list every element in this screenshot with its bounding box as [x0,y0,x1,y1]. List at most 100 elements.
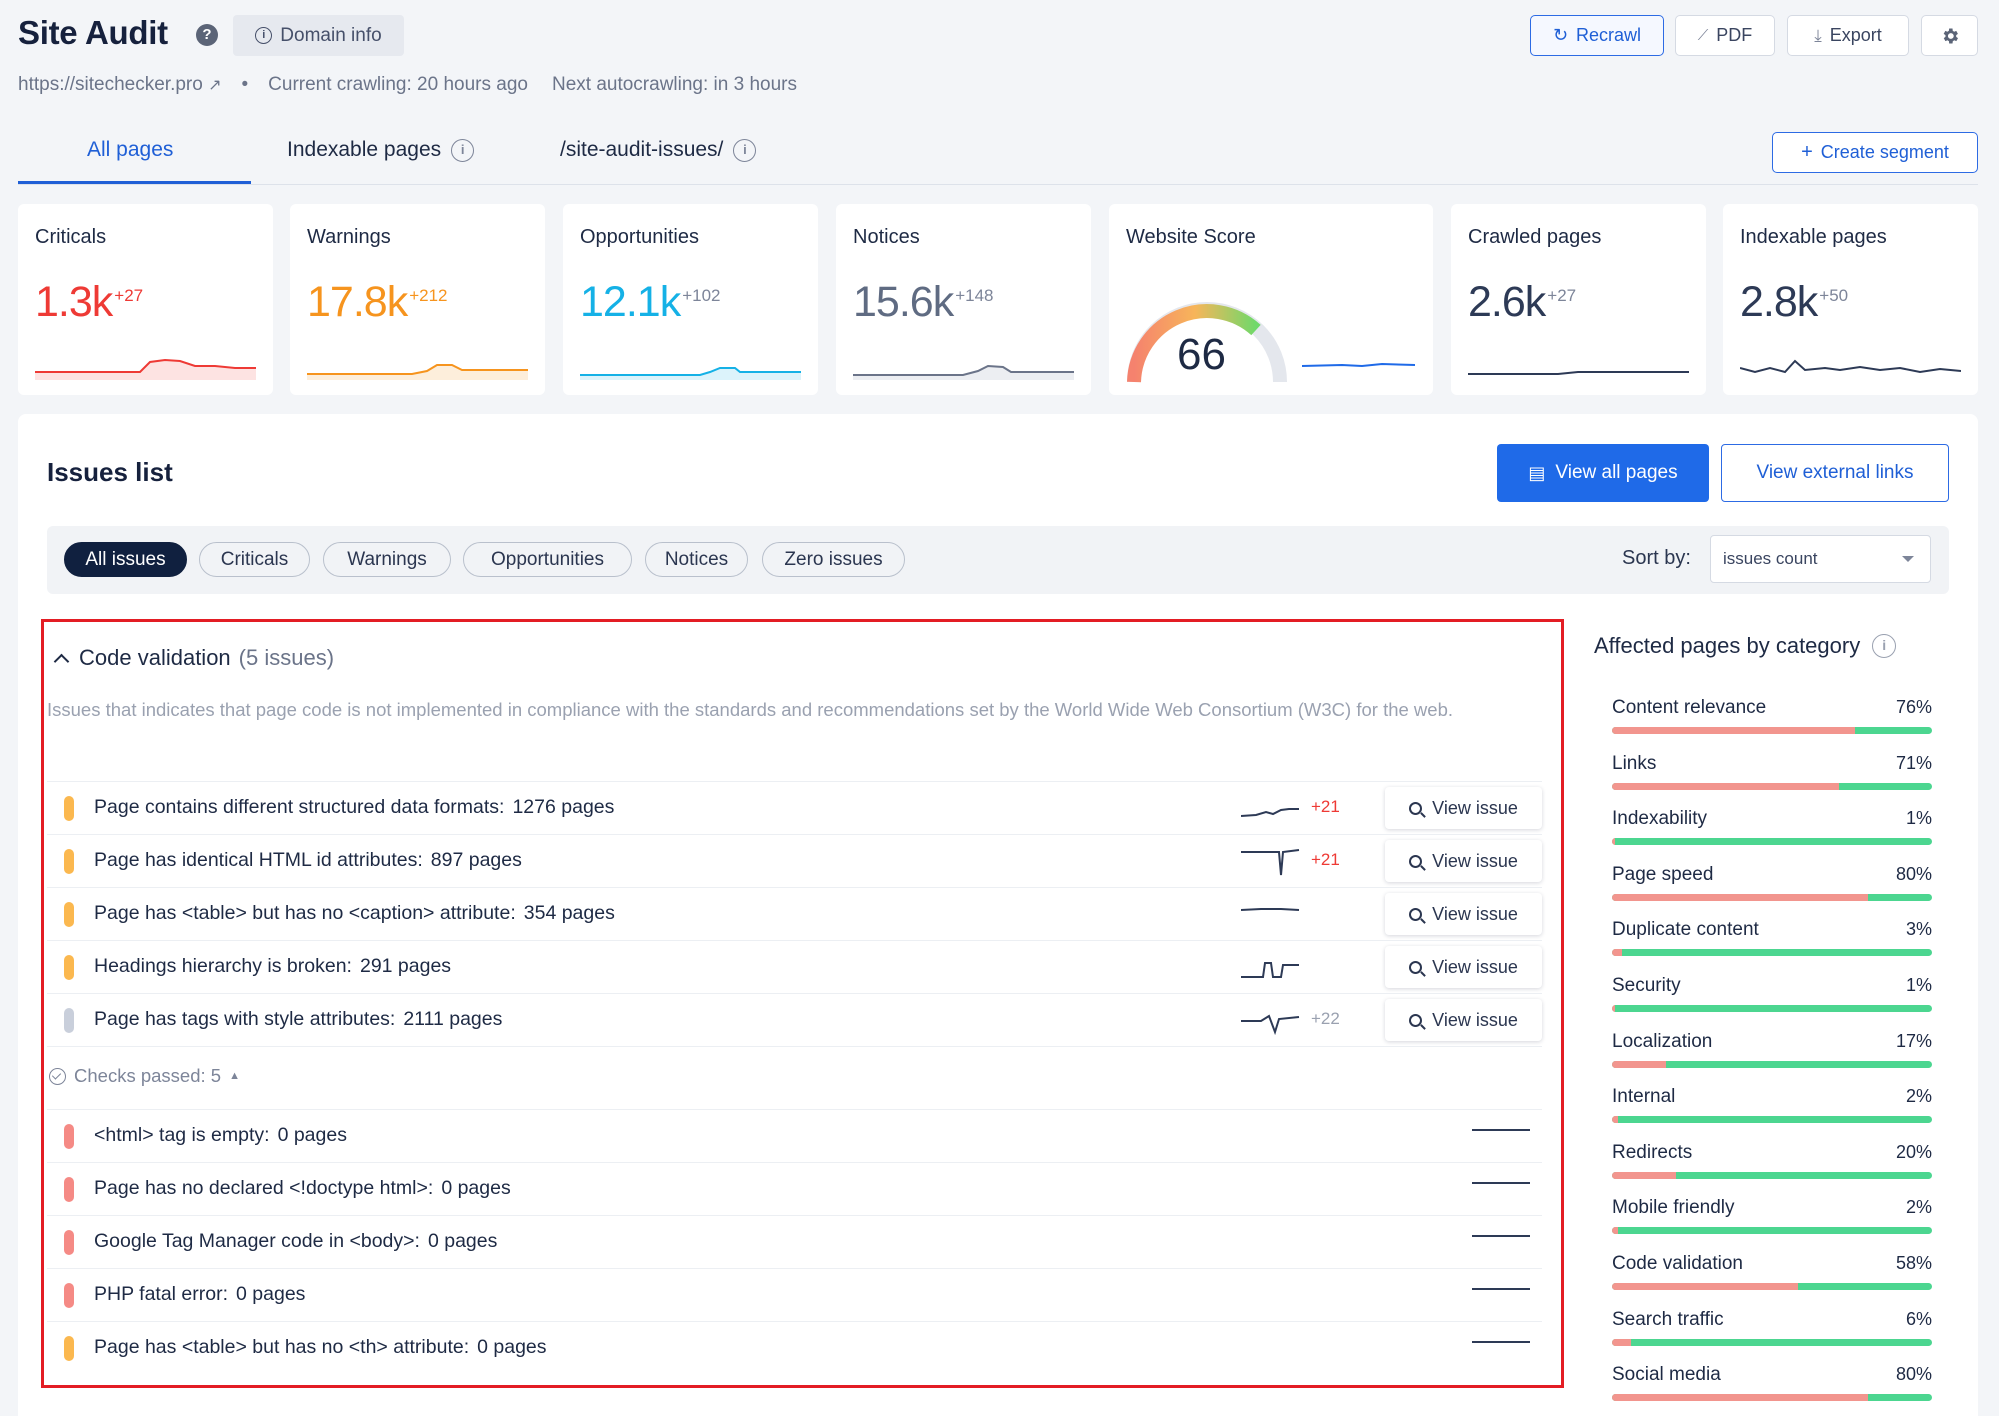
pdf-button[interactable]: ⟋ PDF [1675,15,1775,56]
stat-card-opportunities[interactable]: Opportunities 12.1k +102 [563,204,818,395]
severity-indicator [64,955,74,980]
category-row[interactable]: Localization 17% [1612,1031,1932,1081]
stat-label: Website Score [1126,226,1256,248]
category-bar-fill [1612,949,1622,957]
stat-value: 12.1k +102 [580,278,721,326]
issue-sparkline [1241,908,1300,911]
filter-notices[interactable]: Notices [645,542,748,577]
category-bar [1612,1394,1932,1402]
severity-indicator [64,1008,74,1033]
category-bar [1612,1171,1932,1179]
view-issue-button[interactable]: View issue [1385,787,1542,829]
category-row[interactable]: Code validation 58% [1612,1253,1932,1303]
stat-delta: +27 [1547,285,1577,305]
issue-delta: +22 [1311,1009,1340,1028]
info-icon: i [733,138,757,162]
category-percent: 2% [1905,1197,1932,1218]
category-row[interactable]: Indexability 1% [1612,808,1932,858]
view-all-pages-button[interactable]: ▤ View all pages [1497,444,1709,502]
stat-delta: +27 [114,285,144,305]
chevron-down-icon [1902,556,1914,562]
view-issue-button[interactable]: View issue [1385,840,1542,882]
criticals-sparkline [35,358,256,380]
create-segment-button[interactable]: + Create segment [1772,132,1978,173]
category-row[interactable]: Links 71% [1612,753,1932,803]
category-bar-fill [1612,727,1856,734]
category-name: Mobile friendly [1612,1197,1735,1219]
issue-text: Page contains different structured data … [94,796,615,818]
category-bar-fill [1612,1005,1616,1012]
stat-card-indexable-pages[interactable]: Indexable pages 2.8k +50 [1723,204,1978,395]
category-row[interactable]: Content relevance 76% [1612,697,1932,747]
group-description: Issues that indicates that page code is … [47,699,1454,720]
refresh-icon: ↻ [1552,25,1569,45]
recrawl-button[interactable]: ↻ Recrawl [1530,15,1664,56]
stat-delta: +50 [1819,285,1849,305]
stat-card-notices[interactable]: Notices 15.6k +148 [836,204,1091,395]
stat-label: Indexable pages [1740,226,1887,248]
issue-sparkline [1472,1129,1530,1131]
score-gauge [1127,302,1287,383]
stat-value: 2.8k +50 [1740,278,1849,326]
indexable-sparkline [1740,359,1961,374]
stat-card-criticals[interactable]: Criticals 1.3k +27 [18,204,273,395]
issue-text: Page has <table> but has no <th> attribu… [94,1336,547,1358]
filter-bar [47,526,1949,594]
group-header-code-validation[interactable]: Code validation (5 issues) [53,645,334,671]
filter-criticals[interactable]: Criticals [199,542,310,577]
bullet-separator: • [241,74,249,95]
help-icon[interactable]: ? [196,24,218,46]
category-row[interactable]: Social media 80% [1612,1364,1932,1414]
category-bar [1612,1116,1932,1124]
filter-warnings[interactable]: Warnings [323,542,451,577]
category-row[interactable]: Page speed 80% [1612,864,1932,914]
checks-passed-toggle[interactable]: Checks passed: 5 ▲ [49,1065,240,1087]
site-url-link[interactable]: https://sitechecker.pro ↗ [18,74,222,95]
page-title: Site Audit [18,14,168,51]
category-row[interactable]: Search traffic 6% [1612,1309,1932,1359]
group-name: Code validation [79,645,231,670]
filter-opportunities[interactable]: Opportunities [463,542,632,577]
view-issue-button[interactable]: View issue [1385,893,1542,935]
passed-row: Google Tag Manager code in <body>: 0 page… [47,1215,1542,1268]
filter-zero-issues[interactable]: Zero issues [762,542,905,577]
severity-indicator [64,849,74,874]
issue-sparkline [1241,962,1299,978]
category-row[interactable]: Security 1% [1612,975,1932,1025]
issue-text: <html> tag is empty: 0 pages [94,1124,347,1146]
tab-all-pages[interactable]: All pages [87,138,174,161]
settings-button[interactable] [1921,15,1978,56]
score-value: 66 [1177,330,1226,379]
view-issue-button[interactable]: View issue [1385,946,1542,988]
view-issue-button[interactable]: View issue [1385,999,1542,1041]
category-bar-fill [1612,1338,1632,1346]
stat-card-website-score[interactable]: Website Score 66 [1109,204,1433,395]
notices-sparkline [853,364,1074,380]
category-percent: 71% [1895,752,1932,773]
info-icon[interactable]: i [1872,634,1897,658]
tab-site-audit-issues[interactable]: /site-audit-issues/ i [560,138,757,162]
opportunities-sparkline [580,367,801,380]
export-label: Export [1829,25,1882,45]
stat-card-warnings[interactable]: Warnings 17.8k +212 [290,204,545,395]
category-row[interactable]: Redirects 20% [1612,1142,1932,1192]
tab-indexable-pages[interactable]: Indexable pages i [287,138,475,162]
severity-indicator [64,1124,74,1149]
filter-all-issues[interactable]: All issues [64,542,187,577]
severity-indicator [64,1230,74,1255]
view-external-links-button[interactable]: View external links [1721,444,1949,502]
export-button[interactable]: ⤓ Export [1787,15,1909,56]
search-icon [1409,801,1423,815]
category-bar [1612,727,1932,734]
category-row[interactable]: Internal 2% [1612,1086,1932,1136]
category-row[interactable]: Duplicate content 3% [1612,919,1932,969]
category-bar [1612,1227,1932,1235]
category-name: Content relevance [1612,697,1767,718]
category-row[interactable]: Mobile friendly 2% [1612,1197,1932,1247]
domain-info-button[interactable]: i Domain info [233,15,404,56]
sort-select[interactable]: issues count [1710,535,1931,583]
stat-delta: +212 [409,285,448,305]
category-bar-fill [1612,782,1840,790]
stat-card-crawled-pages[interactable]: Crawled pages 2.6k +27 [1451,204,1706,395]
issue-delta: +21 [1311,850,1340,869]
